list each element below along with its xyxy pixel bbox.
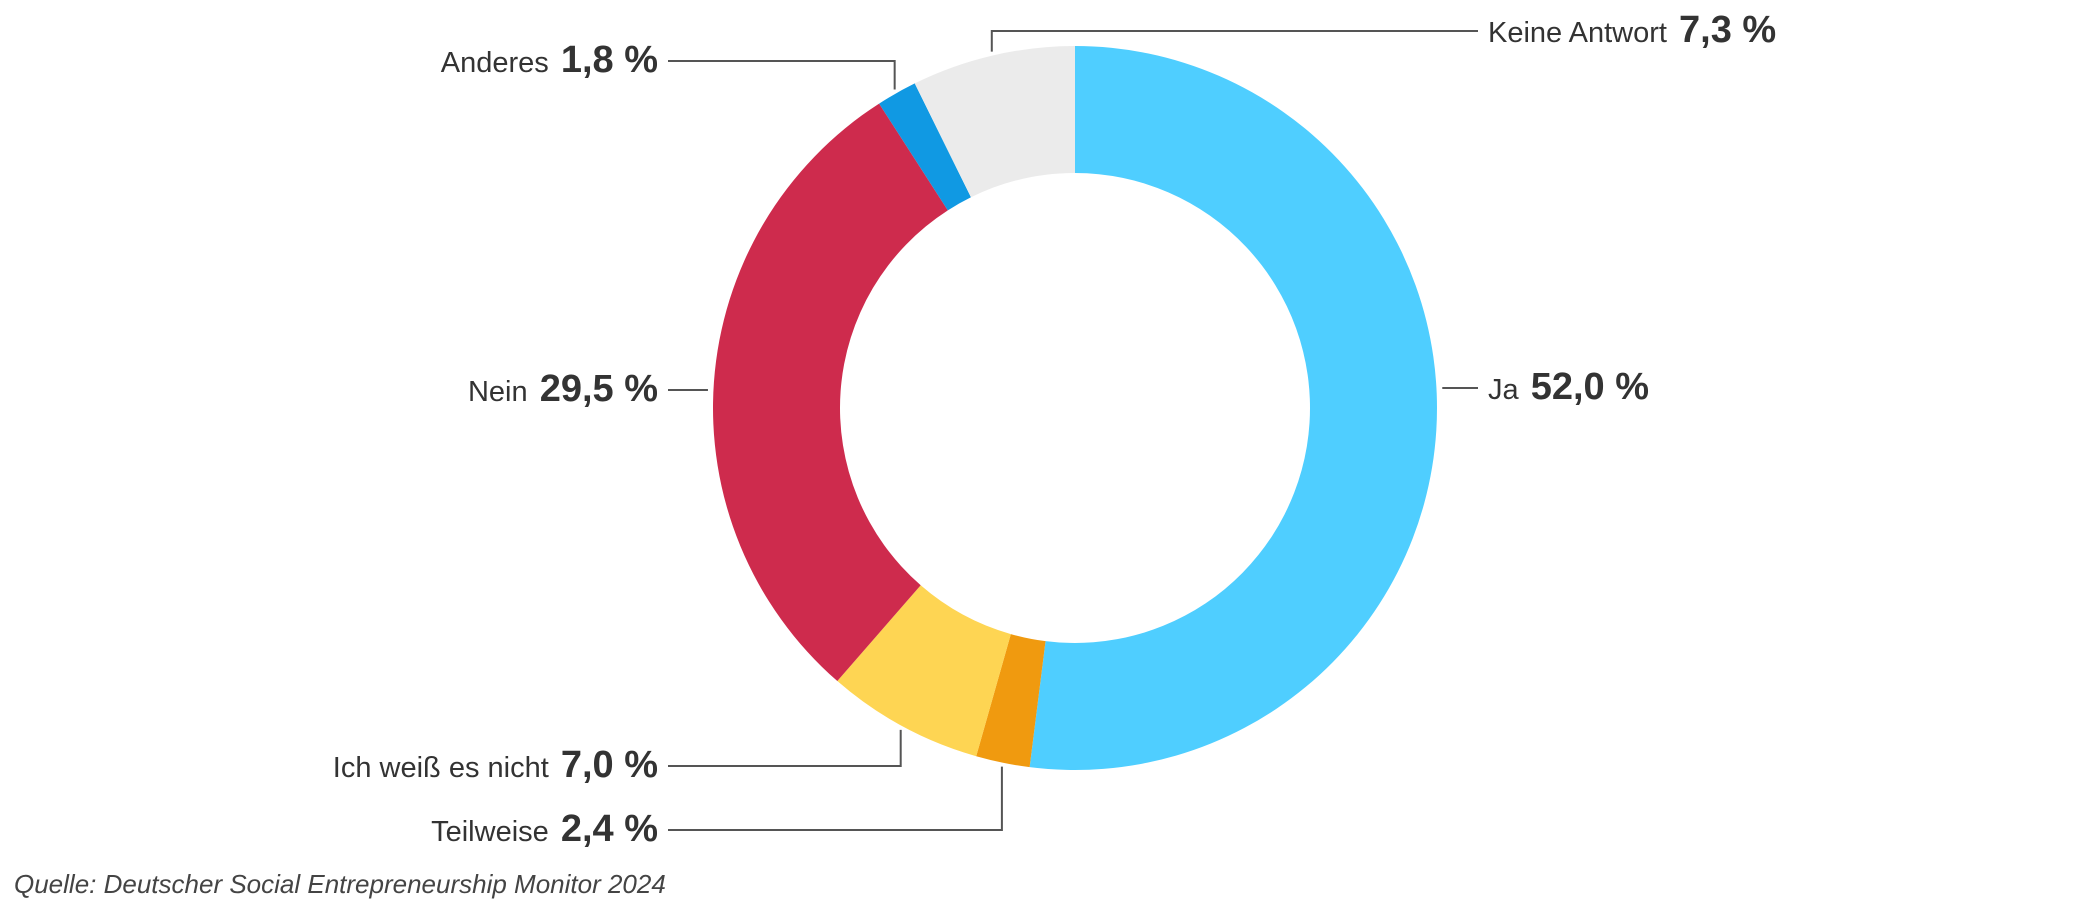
leader-line-anderes bbox=[668, 60, 896, 90]
slice-teilweise bbox=[976, 634, 1046, 768]
leader-line-ich-weiss-es-nicht bbox=[668, 729, 902, 767]
data-label-nein: Nein 29,5 % bbox=[468, 368, 658, 410]
slice-keine-antwort bbox=[914, 46, 1075, 198]
label-name-teilweise: Teilweise bbox=[431, 816, 557, 848]
data-label-teilweise: Teilweise 2,4 % bbox=[431, 808, 658, 850]
label-name-nein: Nein bbox=[468, 376, 536, 408]
label-value-nein: 29,5 % bbox=[540, 368, 658, 410]
slices-layer bbox=[712, 46, 1437, 770]
label-value-ja: 52,0 % bbox=[1531, 366, 1649, 408]
leader-line-teilweise bbox=[668, 766, 1003, 831]
label-value-ich-weiss-es-nicht: 7,0 % bbox=[561, 744, 658, 786]
slice-ja bbox=[1029, 46, 1437, 770]
slice-ich-weiss-es-nicht bbox=[837, 585, 1011, 757]
label-value-anderes: 1,8 % bbox=[561, 39, 658, 81]
data-label-ich-weiss-es-nicht: Ich weiß es nicht 7,0 % bbox=[333, 744, 658, 786]
label-value-teilweise: 2,4 % bbox=[561, 808, 658, 850]
label-name-ich-weiss-es-nicht: Ich weiß es nicht bbox=[333, 752, 557, 784]
label-name-anderes: Anderes bbox=[441, 47, 557, 79]
label-value-keine-antwort: 7,3 % bbox=[1679, 9, 1776, 51]
data-labels-layer: Ja 52,0 %Teilweise 2,4 %Ich weiß es nich… bbox=[333, 9, 1776, 850]
source-note: Quelle: Deutscher Social Entrepreneurshi… bbox=[14, 869, 666, 899]
leader-lines-layer bbox=[668, 30, 1478, 831]
label-name-keine-antwort: Keine Antwort bbox=[1488, 17, 1675, 49]
data-label-keine-antwort: Keine Antwort 7,3 % bbox=[1488, 9, 1776, 51]
slice-nein bbox=[712, 103, 948, 682]
leader-line-keine-antwort bbox=[990, 30, 1478, 52]
slice-anderes bbox=[879, 83, 971, 211]
label-name-ja: Ja bbox=[1488, 374, 1527, 406]
data-label-anderes: Anderes 1,8 % bbox=[441, 39, 658, 81]
data-label-ja: Ja 52,0 % bbox=[1488, 366, 1649, 408]
